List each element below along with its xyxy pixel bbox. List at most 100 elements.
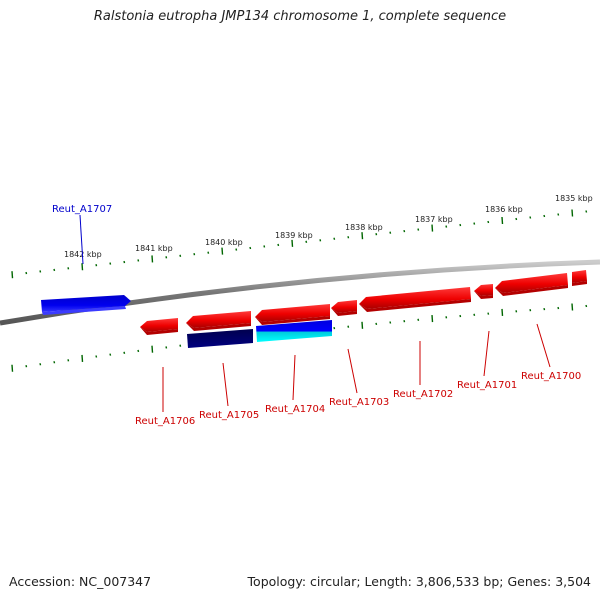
minor-tick: [165, 256, 168, 259]
minor-tick: [193, 253, 196, 256]
gene-label-reut-a1703[interactable]: Reut_A1703: [329, 397, 389, 408]
minor-tick: [235, 248, 238, 251]
forward-scale-ticks: [11, 209, 588, 279]
major-tick: [151, 255, 154, 263]
gene-reut-a1703[interactable]: [331, 300, 357, 316]
minor-tick: [305, 240, 308, 244]
minor-tick: [529, 216, 532, 219]
scale-label-1840: 1840 kbp: [205, 238, 243, 247]
major-tick: [221, 247, 224, 255]
minor-tick: [445, 225, 448, 228]
scale-label-1835: 1835 kbp: [555, 194, 593, 203]
minor-tick: [459, 314, 462, 318]
accession-value: NC_007347: [79, 574, 152, 589]
major-tick: [361, 321, 364, 329]
gene-reut-a1706[interactable]: [140, 318, 178, 335]
minor-tick: [39, 270, 42, 273]
minor-tick: [543, 214, 546, 218]
minor-tick: [487, 312, 490, 315]
minor-tick: [67, 267, 70, 270]
minor-tick: [53, 268, 56, 272]
minor-tick: [25, 271, 28, 275]
gene-label-reut-a1706[interactable]: Reut_A1706: [135, 416, 195, 427]
gene-label-reut-a1704[interactable]: Reut_A1704: [265, 404, 325, 415]
gene-label-leader-reut-a1700: [536, 323, 551, 368]
major-tick: [151, 345, 154, 353]
topology-label: Topology:: [247, 574, 307, 589]
minor-tick: [403, 320, 406, 323]
gene-label-reut-a1701[interactable]: Reut_A1701: [457, 380, 517, 391]
minor-tick: [529, 309, 532, 312]
minor-tick: [277, 243, 280, 247]
gene-reut-a1701[interactable]: [474, 284, 493, 299]
gene-label-leader-reut-a1707: [79, 214, 84, 265]
gene-reut-a1707[interactable]: [41, 295, 131, 315]
minor-tick: [207, 251, 210, 254]
minor-tick: [95, 264, 98, 267]
minor-tick: [109, 353, 112, 356]
minor-tick: [25, 365, 28, 368]
gene-label-reut-a1702[interactable]: Reut_A1702: [393, 389, 453, 400]
minor-tick: [487, 220, 490, 224]
minor-tick: [403, 229, 406, 233]
accession-info: Accession: NC_007347: [9, 574, 151, 589]
minor-tick: [123, 351, 126, 354]
genes-value: 3,504: [555, 574, 591, 589]
gene-label-reut-a1705[interactable]: Reut_A1705: [199, 410, 259, 421]
scale-label-1837: 1837 kbp: [415, 215, 453, 224]
minor-tick: [557, 213, 560, 216]
length-label: Length:: [364, 574, 412, 589]
major-tick: [571, 209, 574, 217]
minor-tick: [53, 361, 56, 364]
scale-label-1841: 1841 kbp: [135, 244, 173, 253]
gene-label-leader-reut-a1705: [222, 362, 229, 407]
minor-tick: [95, 355, 98, 358]
gene-reut-a1702[interactable]: [359, 287, 471, 312]
gene-reut-a1700[interactable]: [495, 270, 587, 296]
length-value: 3,806,533 bp: [415, 574, 500, 589]
minor-tick: [333, 237, 336, 240]
major-tick: [501, 216, 504, 225]
minor-tick: [249, 246, 252, 250]
minor-tick: [67, 359, 70, 362]
major-tick: [81, 354, 84, 362]
major-tick: [11, 364, 14, 372]
scale-label-1839: 1839 kbp: [275, 231, 313, 240]
map-title: Ralstonia eutropha JMP134 chromosome 1, …: [93, 9, 507, 24]
minor-tick: [515, 217, 518, 221]
accession-label: Accession:: [9, 574, 76, 589]
sequence-info: Topology: circular; Length: 3,806,533 bp…: [247, 574, 591, 589]
major-tick: [291, 239, 294, 247]
major-tick: [571, 303, 574, 311]
minor-tick: [137, 349, 140, 353]
major-tick: [431, 315, 434, 323]
minor-tick: [347, 236, 350, 239]
gene-label-reut-a1707[interactable]: Reut_A1707: [52, 204, 112, 215]
minor-tick: [179, 254, 182, 257]
minor-tick: [459, 223, 462, 227]
minor-tick: [347, 325, 350, 328]
minor-tick: [389, 321, 392, 324]
minor-tick: [333, 326, 336, 330]
genes-label: Genes:: [507, 574, 552, 589]
topology-value: circular: [310, 574, 357, 589]
gene-reut-a1704[interactable]: [255, 304, 332, 342]
gene-label-leader-reut-a1701: [483, 330, 490, 377]
minor-tick: [543, 307, 546, 311]
minor-tick: [319, 239, 322, 242]
minor-tick: [263, 245, 266, 248]
minor-tick: [585, 210, 588, 213]
gene-label-leader-reut-a1704: [292, 354, 296, 401]
minor-tick: [417, 228, 420, 231]
gene-label-reut-a1700[interactable]: Reut_A1700: [521, 371, 581, 382]
minor-tick: [473, 222, 476, 225]
gene-label-leader-reut-a1703: [347, 348, 358, 394]
major-tick: [431, 224, 434, 232]
minor-tick: [417, 318, 420, 322]
minor-tick: [515, 310, 518, 313]
minor-tick: [375, 233, 378, 236]
minor-tick: [137, 259, 140, 262]
gene-reut-a1705[interactable]: [186, 311, 253, 348]
minor-tick: [179, 344, 182, 347]
